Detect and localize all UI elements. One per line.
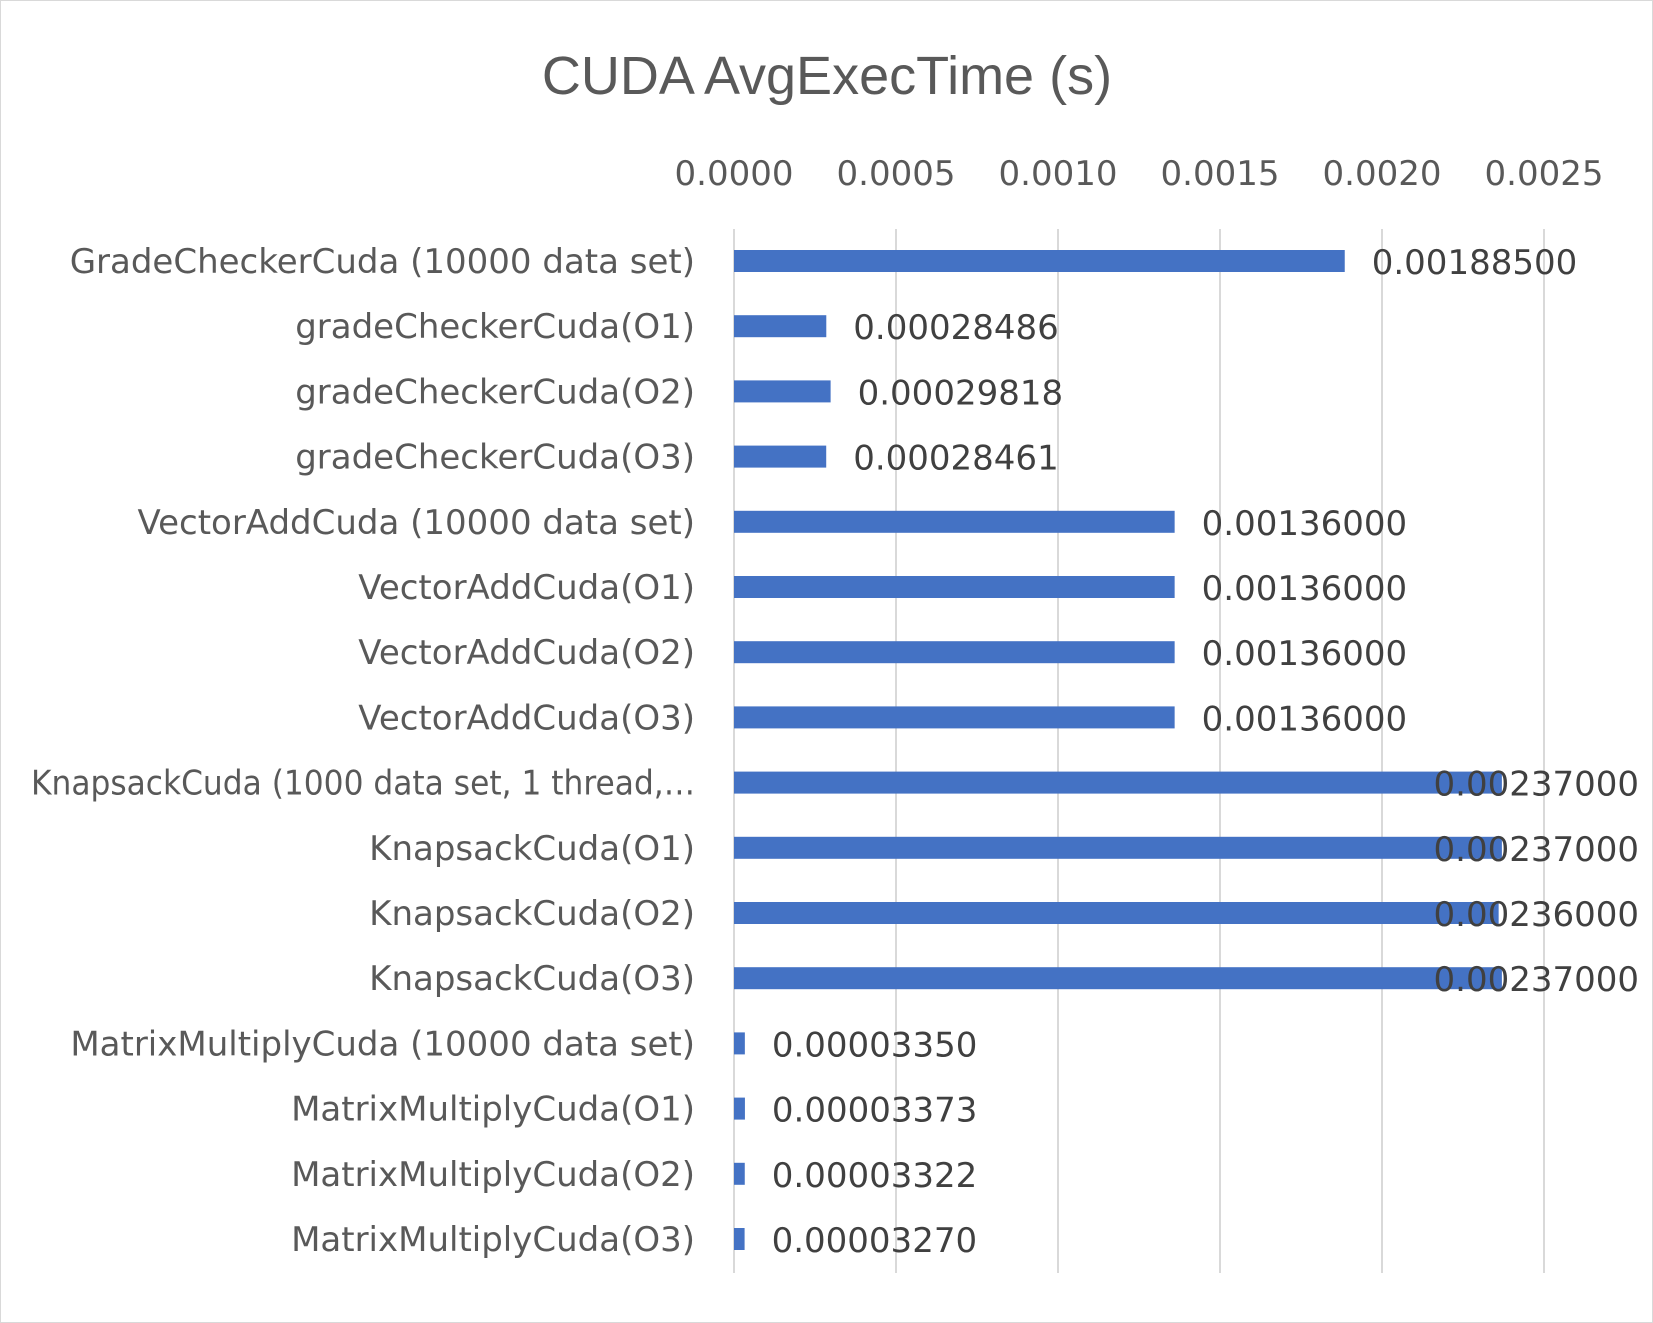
bar [734,641,1175,664]
category-label: VectorAddCuda (10000 data set) [137,503,695,543]
data-label: 0.00003350 [772,1025,978,1065]
category-label: gradeCheckerCuda(O3) [295,438,695,478]
data-label: 0.00237000 [1434,830,1640,870]
data-label: 0.00237000 [1434,960,1640,1000]
x-tick-label: 0.0020 [1323,154,1442,194]
x-tick-label: 0.0025 [1485,154,1604,194]
bars [734,250,1502,1250]
bar [734,380,831,403]
bar [734,836,1502,859]
x-tick-label: 0.0005 [837,154,956,194]
bar [734,1162,745,1185]
category-label: MatrixMultiplyCuda (10000 data set) [70,1024,695,1064]
category-label: KnapsackCuda(O3) [369,959,695,999]
bar [734,771,1502,794]
category-label: MatrixMultiplyCuda(O1) [291,1090,695,1130]
bar [734,706,1175,729]
category-label: VectorAddCuda(O2) [358,633,695,673]
data-label: 0.00028486 [853,308,1059,348]
data-labels: 0.00188500 0.00028486 0.00029818 0.00028461… [772,243,1639,1261]
category-label: MatrixMultiplyCuda(O3) [291,1220,695,1260]
data-label: 0.00136000 [1202,634,1408,674]
x-axis-tick-labels: 0.0000 0.0005 0.0010 0.0015 0.0020 0.0025 [675,154,1604,194]
data-label: 0.00136000 [1202,699,1408,739]
category-label: VectorAddCuda(O3) [358,698,695,738]
x-tick-label: 0.0000 [675,154,794,194]
data-label: 0.00136000 [1202,504,1408,544]
bar [734,902,1499,924]
bar [734,250,1345,272]
category-label: KnapsackCuda(O1) [369,829,695,869]
data-label: 0.00237000 [1434,765,1640,805]
bar [734,315,827,338]
category-label: gradeCheckerCuda(O2) [295,372,695,412]
chart-title: CUDA AvgExecTime (s) [542,46,1112,106]
data-label: 0.00003373 [772,1091,978,1131]
data-label: 0.00028461 [853,439,1059,479]
category-label: KnapsackCuda(O2) [369,894,695,934]
category-label: KnapsackCuda (1000 data set, 1 thread,… [31,764,695,804]
category-label: GradeCheckerCuda (10000 data set) [70,242,695,282]
data-label: 0.00188500 [1372,243,1578,283]
bar [734,1228,745,1250]
category-label: VectorAddCuda(O1) [358,568,695,608]
category-label: gradeCheckerCuda(O1) [295,307,695,347]
data-label: 0.00003322 [772,1156,978,1196]
data-label: 0.00003270 [772,1221,978,1261]
category-label: MatrixMultiplyCuda(O2) [291,1155,695,1195]
data-label: 0.00029818 [858,373,1064,413]
bar [734,510,1175,533]
bar [734,967,1502,990]
category-labels: GradeCheckerCuda (10000 data set) gradeCh… [31,242,695,1260]
x-tick-label: 0.0015 [1161,154,1280,194]
bar [734,1097,745,1120]
bar [734,576,1175,598]
x-tick-label: 0.0010 [999,154,1118,194]
data-label: 0.00136000 [1202,569,1408,609]
bar [734,445,827,468]
bar [734,1032,745,1055]
data-label: 0.00236000 [1434,895,1640,935]
